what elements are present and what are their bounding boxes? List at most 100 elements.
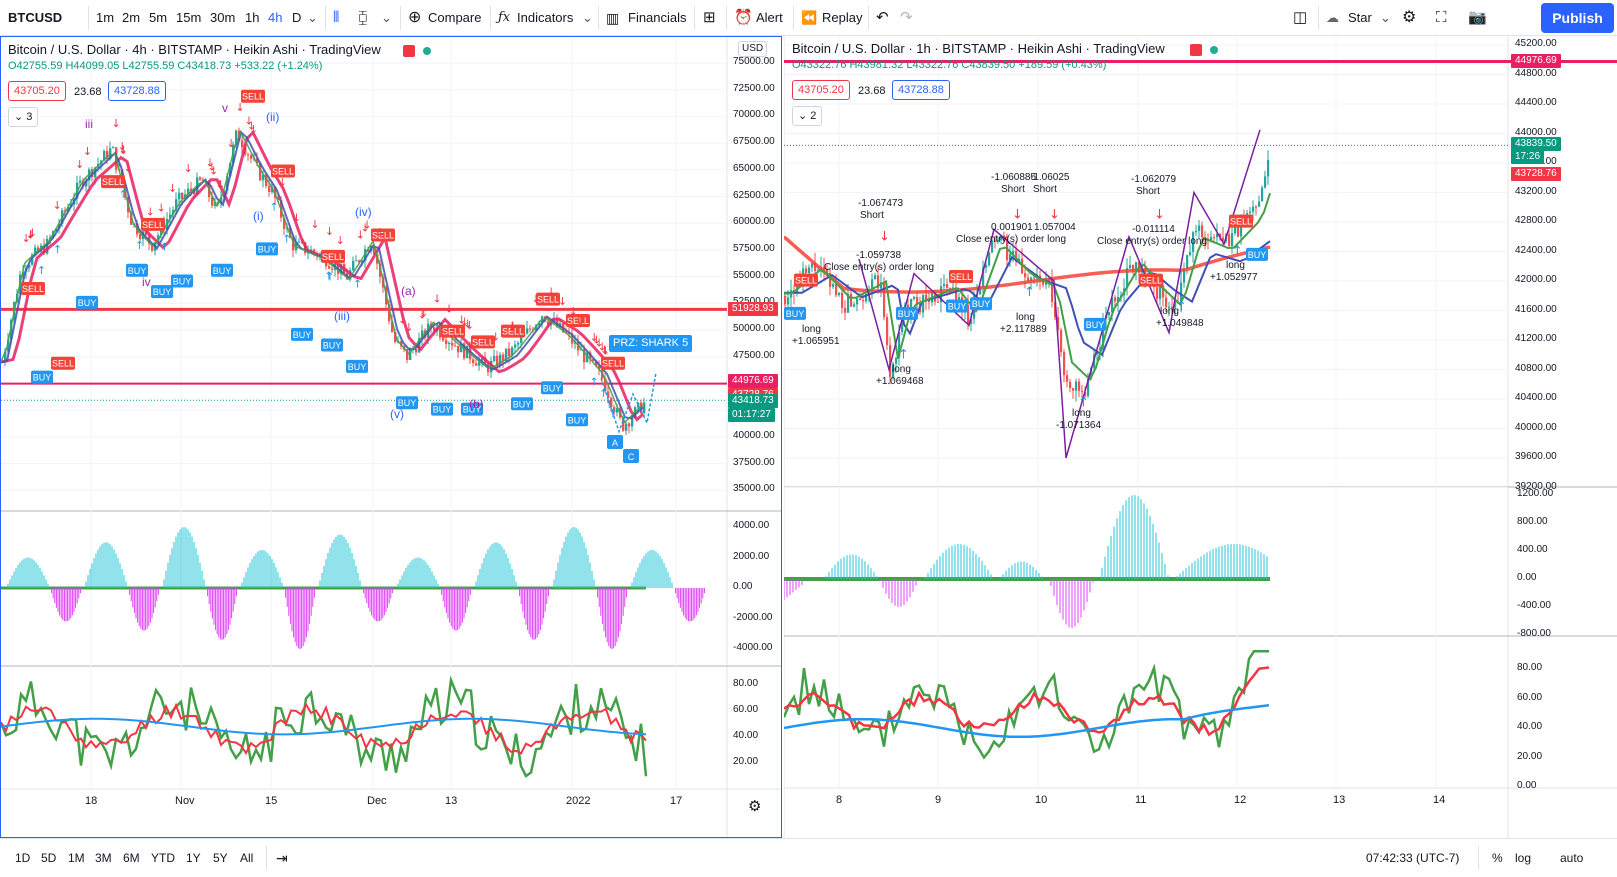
candle-body <box>508 348 511 357</box>
interval-30m[interactable]: 30m <box>210 10 236 25</box>
interval-4h[interactable]: 4h <box>268 10 283 25</box>
candle-body <box>991 240 994 253</box>
range-all[interactable]: All <box>240 851 254 865</box>
replay-button[interactable]: Replay <box>822 10 863 25</box>
range-ytd[interactable]: YTD <box>151 851 175 865</box>
down-arrow-icon: ↓ <box>325 225 334 238</box>
chevron-down-icon: ⌄ <box>798 110 811 122</box>
down-arrow-icon: ↓ <box>457 313 466 326</box>
candle-body <box>1000 235 1003 241</box>
candle-body <box>1030 277 1033 281</box>
candle-body <box>517 342 520 345</box>
templates-grid-icon[interactable]: ⊞ <box>703 9 716 26</box>
fullscreen-icon[interactable]: ⛶ <box>1436 9 1447 26</box>
financials-icon[interactable]: ▥ <box>606 10 620 26</box>
interval-5m[interactable]: 5m <box>149 10 168 25</box>
buy-signal <box>896 306 918 320</box>
percent-toggle[interactable]: % <box>1492 851 1503 865</box>
interval-1h[interactable]: 1h <box>245 10 260 25</box>
plus-circle-icon[interactable]: ⊕ <box>408 9 422 26</box>
rsi-line-red <box>1 702 647 756</box>
price-tick-label: 37500.00 <box>733 456 775 468</box>
undo-icon[interactable]: ↶ <box>876 9 889 26</box>
buy-signal <box>151 285 173 299</box>
clock-time[interactable]: 07:42:33 (UTC-7) <box>1366 851 1460 865</box>
cloud-icon[interactable]: ☁ <box>1326 10 1339 25</box>
left-chart-canvas[interactable]: SELL SELL SELL SELL SELL SELL SELL SELL SELL SELL… <box>1 37 782 838</box>
buy-signal-text: BUY <box>543 383 562 393</box>
interval-d[interactable]: D <box>292 10 302 25</box>
candle-body <box>865 293 868 302</box>
compare-button[interactable]: Compare <box>428 10 482 25</box>
layout-split-icon[interactable]: ◫ <box>1293 9 1308 26</box>
publish-button[interactable]: Publish <box>1541 3 1614 33</box>
right-chart-pane[interactable]: SELL SELL SELL SELL BUY BUY BUY BUY BUY BUY ↓ ↓ ↓ ↓ ↑ ↑… <box>784 36 1617 838</box>
time-tick-label: 13 <box>1333 794 1346 806</box>
interval-2m[interactable]: 2m <box>122 10 141 25</box>
flag-icon[interactable] <box>1190 44 1202 56</box>
right-chart-canvas[interactable]: SELL SELL SELL SELL BUY BUY BUY BUY BUY BUY ↓ ↓ ↓ ↓ ↑ ↑… <box>784 36 1617 838</box>
auto-toggle[interactable]: auto <box>1560 851 1584 865</box>
chevron-down-icon[interactable]: ⌄ <box>582 10 593 25</box>
candle-body <box>796 280 799 294</box>
down-arrow-icon: ↓ <box>168 182 177 195</box>
bar-style-icon[interactable]: ⫴ <box>333 9 340 26</box>
chevron-down-icon[interactable]: ⌄ <box>1380 10 1391 25</box>
axis-settings-gear-icon[interactable]: ⚙ <box>748 798 762 815</box>
layout-name[interactable]: Star <box>1348 10 1372 25</box>
buy-signal-text: BUY <box>898 309 917 319</box>
alert-clock-icon[interactable]: ⏰ <box>734 9 753 26</box>
range-1y[interactable]: 1Y <box>186 851 201 865</box>
candle-body <box>112 147 115 149</box>
settings-gear-icon[interactable]: ⚙ <box>1402 9 1417 26</box>
chevron-down-icon[interactable]: ⌄ <box>307 10 318 25</box>
range-1d[interactable]: 1D <box>15 851 31 865</box>
wave-label: (b) <box>469 397 484 411</box>
rsi-tick-label: 0.00 <box>1517 780 1537 791</box>
range-6m[interactable]: 6M <box>123 851 140 865</box>
candle-body <box>85 180 88 187</box>
candle-body <box>1108 312 1111 316</box>
alert-button[interactable]: Alert <box>756 10 783 25</box>
flag-icon[interactable] <box>403 45 415 57</box>
candle-body <box>394 332 397 342</box>
buy-signal-text: BUY <box>213 266 232 276</box>
candle-body <box>1252 206 1255 212</box>
trade-annotation: long <box>1226 260 1245 271</box>
currency-selector[interactable]: USD <box>738 41 768 57</box>
bottom-toolbar: 1D 5D 1M 3M 6M YTD 1Y 5Y All ⇥ 07:42:33 … <box>0 838 1617 876</box>
replay-rewind-icon[interactable]: ⏪ <box>801 10 818 25</box>
chevron-down-icon[interactable]: ⌄ <box>381 10 392 25</box>
sell-signal-text: SELL <box>322 252 344 262</box>
down-arrow-icon: ↓ <box>1012 207 1023 222</box>
fx-icon[interactable]: ƒx <box>498 10 511 25</box>
left-indicators-collapse[interactable]: ⌄ 3 <box>8 107 39 127</box>
range-3m[interactable]: 3M <box>95 851 112 865</box>
up-arrow-icon: ↑ <box>1078 395 1089 410</box>
indicators-button[interactable]: Indicators <box>517 10 574 25</box>
oscillator-tick-label: 800.00 <box>1517 516 1548 527</box>
candles-icon[interactable]: ⧮ <box>358 9 368 26</box>
right-indicators-collapse[interactable]: ⌄ 2 <box>792 106 823 126</box>
symbol-search[interactable]: BTCUSD <box>8 10 63 25</box>
range-5d[interactable]: 5D <box>41 851 57 865</box>
camera-icon[interactable]: 📷 <box>1468 9 1487 26</box>
left-chart-pane[interactable]: SELL SELL SELL SELL SELL SELL SELL SELL SELL SELL… <box>0 36 782 838</box>
interval-15m[interactable]: 15m <box>176 10 202 25</box>
trade-annotation: Short <box>860 210 884 221</box>
candle-body <box>79 180 82 183</box>
price-tag-pink-line: 44976.69 <box>1511 54 1561 69</box>
range-5y[interactable]: 5Y <box>213 851 228 865</box>
range-1m[interactable]: 1M <box>68 851 85 865</box>
sell-signal-text: SELL <box>272 166 294 176</box>
left-chart-title: Bitcoin / U.S. Dollar · 4h · BITSTAMP · … <box>8 42 381 57</box>
log-toggle[interactable]: log <box>1515 851 1532 865</box>
financials-button[interactable]: Financials <box>628 10 687 25</box>
redo-icon[interactable]: ↷ <box>900 9 913 26</box>
candle-body <box>862 300 865 302</box>
candle-body <box>352 260 355 271</box>
down-arrow-icon: ↓ <box>460 315 469 328</box>
down-arrow-icon: ↓ <box>207 161 216 174</box>
date-range-icon[interactable]: ⇥ <box>276 850 288 866</box>
interval-1m[interactable]: 1m <box>96 10 115 25</box>
